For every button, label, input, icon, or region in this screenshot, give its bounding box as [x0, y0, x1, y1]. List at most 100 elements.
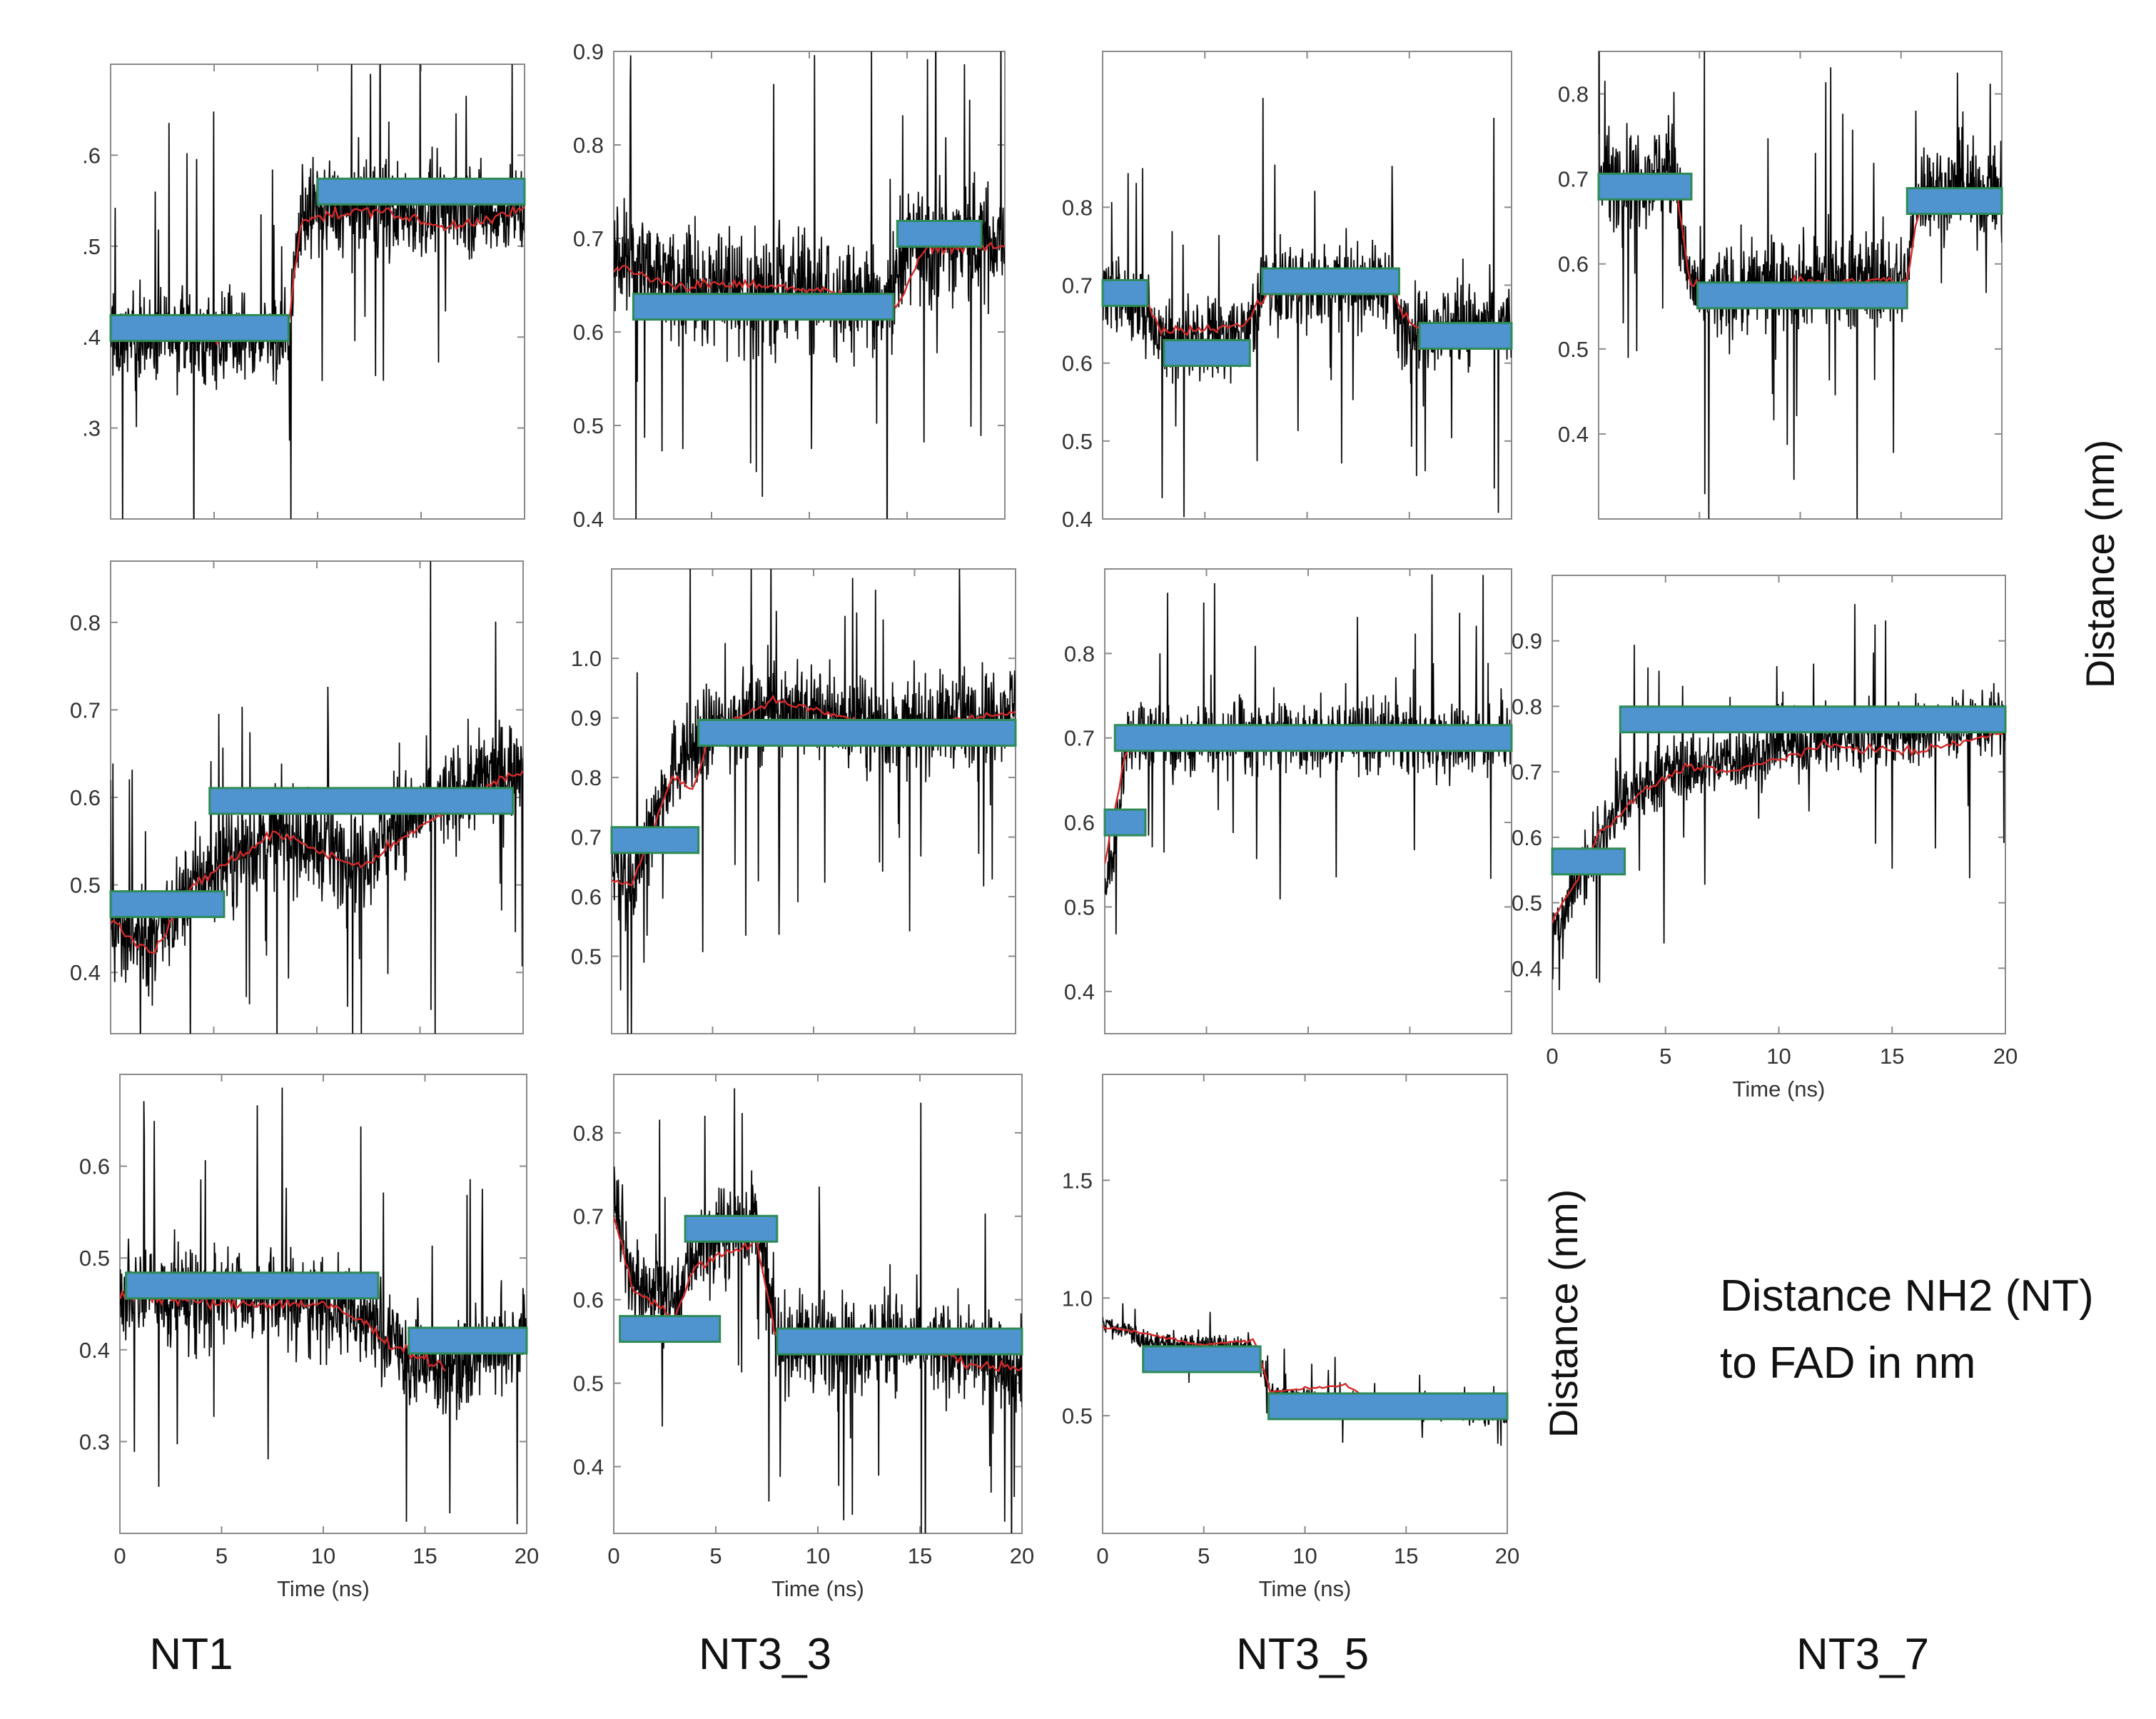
y-tick-label: 0.5 [1062, 429, 1093, 454]
right-axis-title: Distance (nm) [2077, 440, 2122, 689]
panel-r2c2: 0.5 1.0 1.5 0 5 10 15 20 Time (ns) [1062, 1074, 1519, 1601]
y-tick-label: 0.6 [1062, 351, 1093, 376]
x-tick-label: 5 [216, 1543, 228, 1568]
y-tick-label: 0.4 [1062, 507, 1093, 532]
y-tick-label: 0.8 [1558, 82, 1589, 107]
y-tick-label: 0.9 [571, 706, 602, 731]
y-tick-label: 0.5 [1558, 337, 1589, 362]
y-tick-label: 0.9 [573, 39, 604, 64]
row3-axis-title: Distance (nm) [1541, 1189, 1586, 1438]
panels-group: .3.4.5.60.40.50.60.70.80.90.40.50.60.70.… [70, 39, 2018, 1601]
y-tick-label: 0.4 [79, 1338, 110, 1363]
state-bar [1696, 281, 1908, 310]
state-bar [1906, 187, 2003, 216]
y-tick-label: 0.7 [573, 1204, 604, 1229]
y-tick-label: 0.7 [1512, 760, 1542, 785]
state-bar [109, 890, 226, 919]
state-bar [896, 219, 983, 248]
y-tick-label: 0.4 [1512, 956, 1542, 981]
y-tick-label: 0.7 [70, 697, 101, 722]
state-bar [1260, 267, 1400, 296]
y-tick-label: 0.8 [573, 1121, 604, 1146]
column-label-nt1: NT1 [149, 1630, 233, 1679]
x-tick-label: 0 [113, 1543, 126, 1568]
distance-trace [612, 569, 1016, 1034]
y-tick-label: 0.5 [573, 413, 604, 438]
state-bar [208, 787, 515, 815]
y-tick-label: 0.6 [571, 884, 602, 909]
y-tick-label: 0.7 [1062, 273, 1093, 298]
panel-r0c0: .3 .4 .5 .6 [82, 64, 526, 520]
y-tick-label: 0.8 [1062, 195, 1093, 220]
state-bar [1418, 321, 1513, 350]
running-average-line [1552, 728, 2005, 924]
state-bar [1551, 847, 1626, 876]
panel-r2c0: 0.3 0.4 0.5 0.6 0 5 10 15 20 Time (ns) [79, 1074, 539, 1601]
y-tick-label: 1.0 [571, 646, 602, 671]
state-bar [1103, 808, 1147, 837]
state-bar [408, 1326, 528, 1355]
x-tick-label: 10 [1292, 1543, 1317, 1568]
panel-r1c3: 0.4 0.5 0.6 0.7 0.8 0.9 0 5 10 15 20 Time (ns) [1512, 575, 2018, 1102]
note-line-1: Distance NH2 (NT) [1720, 1271, 2094, 1321]
plot-frame [1102, 1074, 1508, 1534]
x-tick-label: 20 [1010, 1543, 1034, 1568]
y-tick-label: 0.8 [573, 133, 604, 158]
x-axis-title: Time (ns) [1733, 1077, 1826, 1102]
state-bar [1101, 278, 1149, 307]
state-bar [684, 1214, 779, 1243]
y-tick-label: 0.7 [1064, 726, 1095, 751]
state-bar [1142, 1345, 1262, 1373]
panel-r1c0: 0.4 0.5 0.6 0.7 0.8 [70, 560, 524, 1034]
y-tick-label: 0.7 [573, 226, 604, 251]
x-tick-label: 15 [413, 1543, 437, 1568]
x-tick-label: 20 [1993, 1044, 2018, 1069]
y-tick-label: 0.5 [573, 1371, 604, 1396]
x-axis-title: Time (ns) [771, 1576, 864, 1601]
y-tick-label: 0.8 [571, 765, 602, 790]
y-tick-label: 0.6 [1064, 810, 1095, 835]
x-tick-label: 0 [1096, 1543, 1108, 1568]
y-tick-label: 0.4 [70, 960, 101, 985]
state-bar [109, 313, 290, 342]
panel-r1c1: 0.5 0.6 0.7 0.8 0.9 1.0 [571, 568, 1017, 1034]
plot-frame [1104, 568, 1512, 1034]
state-bar [632, 293, 895, 321]
y-tick-label: 0.5 [1062, 1403, 1093, 1428]
plot-frame [1552, 575, 2006, 1034]
y-tick-label: 1.0 [1062, 1286, 1093, 1311]
x-tick-label: 15 [1394, 1543, 1418, 1568]
state-bar [125, 1271, 380, 1300]
y-tick-label: 0.5 [70, 873, 101, 898]
y-tick-label: 1.5 [1062, 1168, 1093, 1193]
y-tick-label: 0.4 [573, 1454, 604, 1479]
note-line-2: to FAD in nm [1720, 1339, 1975, 1388]
panel-r2c1: 0.4 0.5 0.6 0.7 0.8 0 5 10 15 20 Time (ns) [573, 1074, 1034, 1601]
y-tick-label: 0.8 [1064, 641, 1095, 666]
y-tick-label: 0.6 [79, 1154, 110, 1179]
column-label-nt3-3: NT3_3 [699, 1630, 831, 1679]
x-tick-label: 10 [1766, 1044, 1791, 1069]
state-bar [1619, 705, 2007, 734]
y-tick-label: 0.5 [571, 944, 602, 969]
distance-trace [614, 51, 1005, 519]
y-tick-label: .3 [82, 416, 101, 441]
x-tick-label: 0 [1546, 1044, 1558, 1069]
y-tick-label: 0.6 [1512, 825, 1542, 850]
panel-r0c3: 0.4 0.5 0.6 0.7 0.8 [1558, 51, 2003, 520]
y-tick-label: 0.7 [1558, 167, 1589, 192]
state-bar [316, 177, 526, 206]
x-axis-title: Time (ns) [277, 1576, 370, 1601]
y-tick-label: 0.4 [573, 507, 604, 532]
x-tick-label: 10 [806, 1543, 830, 1568]
y-tick-label: .5 [82, 234, 101, 259]
running-average-line [120, 1289, 446, 1372]
column-label-nt3-7: NT3_7 [1796, 1630, 1929, 1679]
state-bar [619, 1315, 722, 1344]
y-tick-label: 0.4 [1064, 979, 1095, 1004]
panel-r0c2: 0.4 0.5 0.6 0.7 0.8 [1062, 51, 1513, 532]
y-tick-label: 0.8 [70, 610, 101, 635]
state-bar [1113, 724, 1513, 752]
x-tick-label: 15 [1880, 1044, 1904, 1069]
